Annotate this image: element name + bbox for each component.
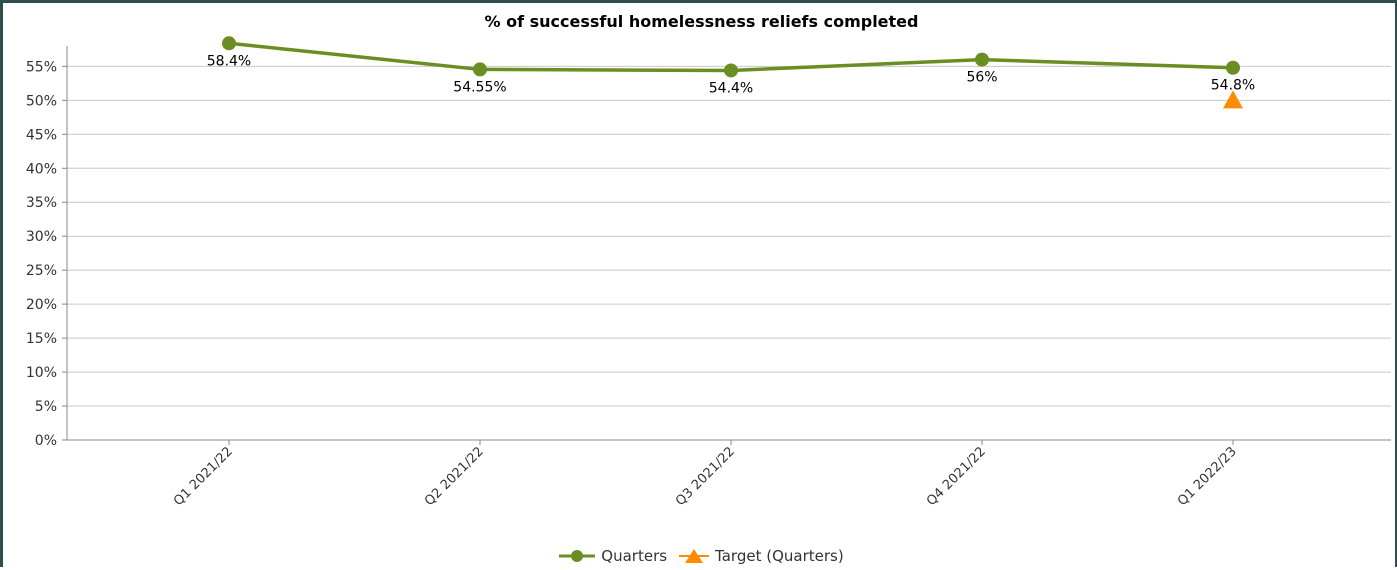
x-tick-label: Q2 2021/22	[422, 444, 487, 509]
x-tick-label: Q4 2021/22	[924, 444, 989, 509]
point-quarters	[1226, 60, 1240, 75]
y-tick-label: 0%	[35, 433, 57, 449]
legend-swatch-target	[679, 549, 710, 563]
data-label-quarters: 56%	[966, 70, 997, 86]
legend-item-quarters[interactable]: Quarters	[559, 547, 667, 565]
point-quarters	[975, 52, 989, 67]
data-label-quarters: 58.4%	[207, 53, 251, 69]
point-target	[1223, 90, 1243, 109]
y-axis-ticks: 0% 5% 10% 15% 20% 25% 30% 35% 40% 45% 50% 55%	[26, 59, 57, 449]
legend-item-target[interactable]: Target (Quarters)	[679, 547, 844, 565]
y-tick-label: 50%	[26, 93, 57, 109]
y-tick-label: 15%	[26, 331, 57, 347]
y-tick-label: 25%	[26, 263, 57, 279]
x-tick-label: Q1 2022/23	[1175, 444, 1240, 509]
y-tick-label: 30%	[26, 229, 57, 245]
legend-label-quarters: Quarters	[601, 547, 668, 565]
y-tick-label: 45%	[26, 127, 57, 143]
point-quarters	[473, 62, 487, 77]
grid-lines	[67, 65, 1391, 407]
y-tick-label: 20%	[26, 297, 57, 313]
data-label-quarters: 54.55%	[453, 79, 506, 95]
legend-label-target: Target (Quarters)	[715, 547, 844, 565]
data-labels: 58.4% 54.55% 54.4% 56% 54.8%	[207, 53, 1255, 96]
x-tick-label: Q3 2021/22	[673, 444, 738, 509]
y-tick-label: 35%	[26, 195, 57, 211]
legend: Quarters Target (Quarters)	[3, 547, 1397, 565]
x-tick-label: Q1 2021/22	[171, 444, 236, 509]
point-quarters	[222, 36, 236, 51]
axes	[62, 46, 1391, 445]
point-quarters	[724, 63, 738, 78]
legend-swatch-quarters	[559, 550, 596, 562]
series	[222, 36, 1243, 109]
y-tick-label: 55%	[26, 59, 57, 75]
y-tick-label: 5%	[35, 399, 57, 415]
y-tick-label: 40%	[26, 161, 57, 177]
y-tick-label: 10%	[26, 365, 57, 381]
chart-title: % of successful homelessness reliefs com…	[484, 12, 919, 31]
chart-canvas: 0% 5% 10% 15% 20% 25% 30% 35% 40% 45% 50% 55% Q1 20…	[26, 36, 1391, 509]
x-axis-ticks: Q1 2021/22 Q2 2021/22 Q3 2021/22 Q4 2021/22…	[171, 444, 1240, 509]
data-label-quarters: 54.4%	[709, 80, 753, 96]
data-label-quarters: 54.8%	[1211, 78, 1255, 94]
